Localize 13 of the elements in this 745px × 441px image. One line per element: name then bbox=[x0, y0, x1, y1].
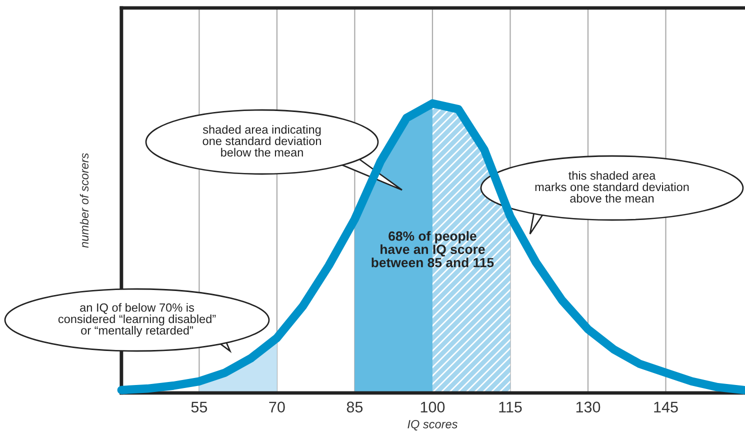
annotation: this shaded area marks one standard deviation above the mean bbox=[535, 171, 689, 203]
x-tick-label: 130 bbox=[576, 402, 600, 412]
x-tick-label: 145 bbox=[654, 402, 678, 412]
x-tick-label: 70 bbox=[269, 402, 285, 412]
x-tick-label: 85 bbox=[346, 402, 363, 412]
y-axis-title: number of scorers bbox=[80, 153, 89, 248]
annotation: shaded area indicating one standard deviation below the mean bbox=[202, 125, 321, 157]
annotation: an IQ of below 70% is considered “learning disabled” or “mentally retarded” bbox=[58, 303, 216, 337]
annotation: 68% of people have an IQ score between 85 and 115 bbox=[372, 231, 494, 268]
x-tick-label: 100 bbox=[420, 402, 445, 412]
x-tick-label: 115 bbox=[499, 402, 522, 412]
x-axis-title: IQ scores bbox=[408, 420, 458, 430]
x-tick-label: 55 bbox=[191, 402, 208, 412]
